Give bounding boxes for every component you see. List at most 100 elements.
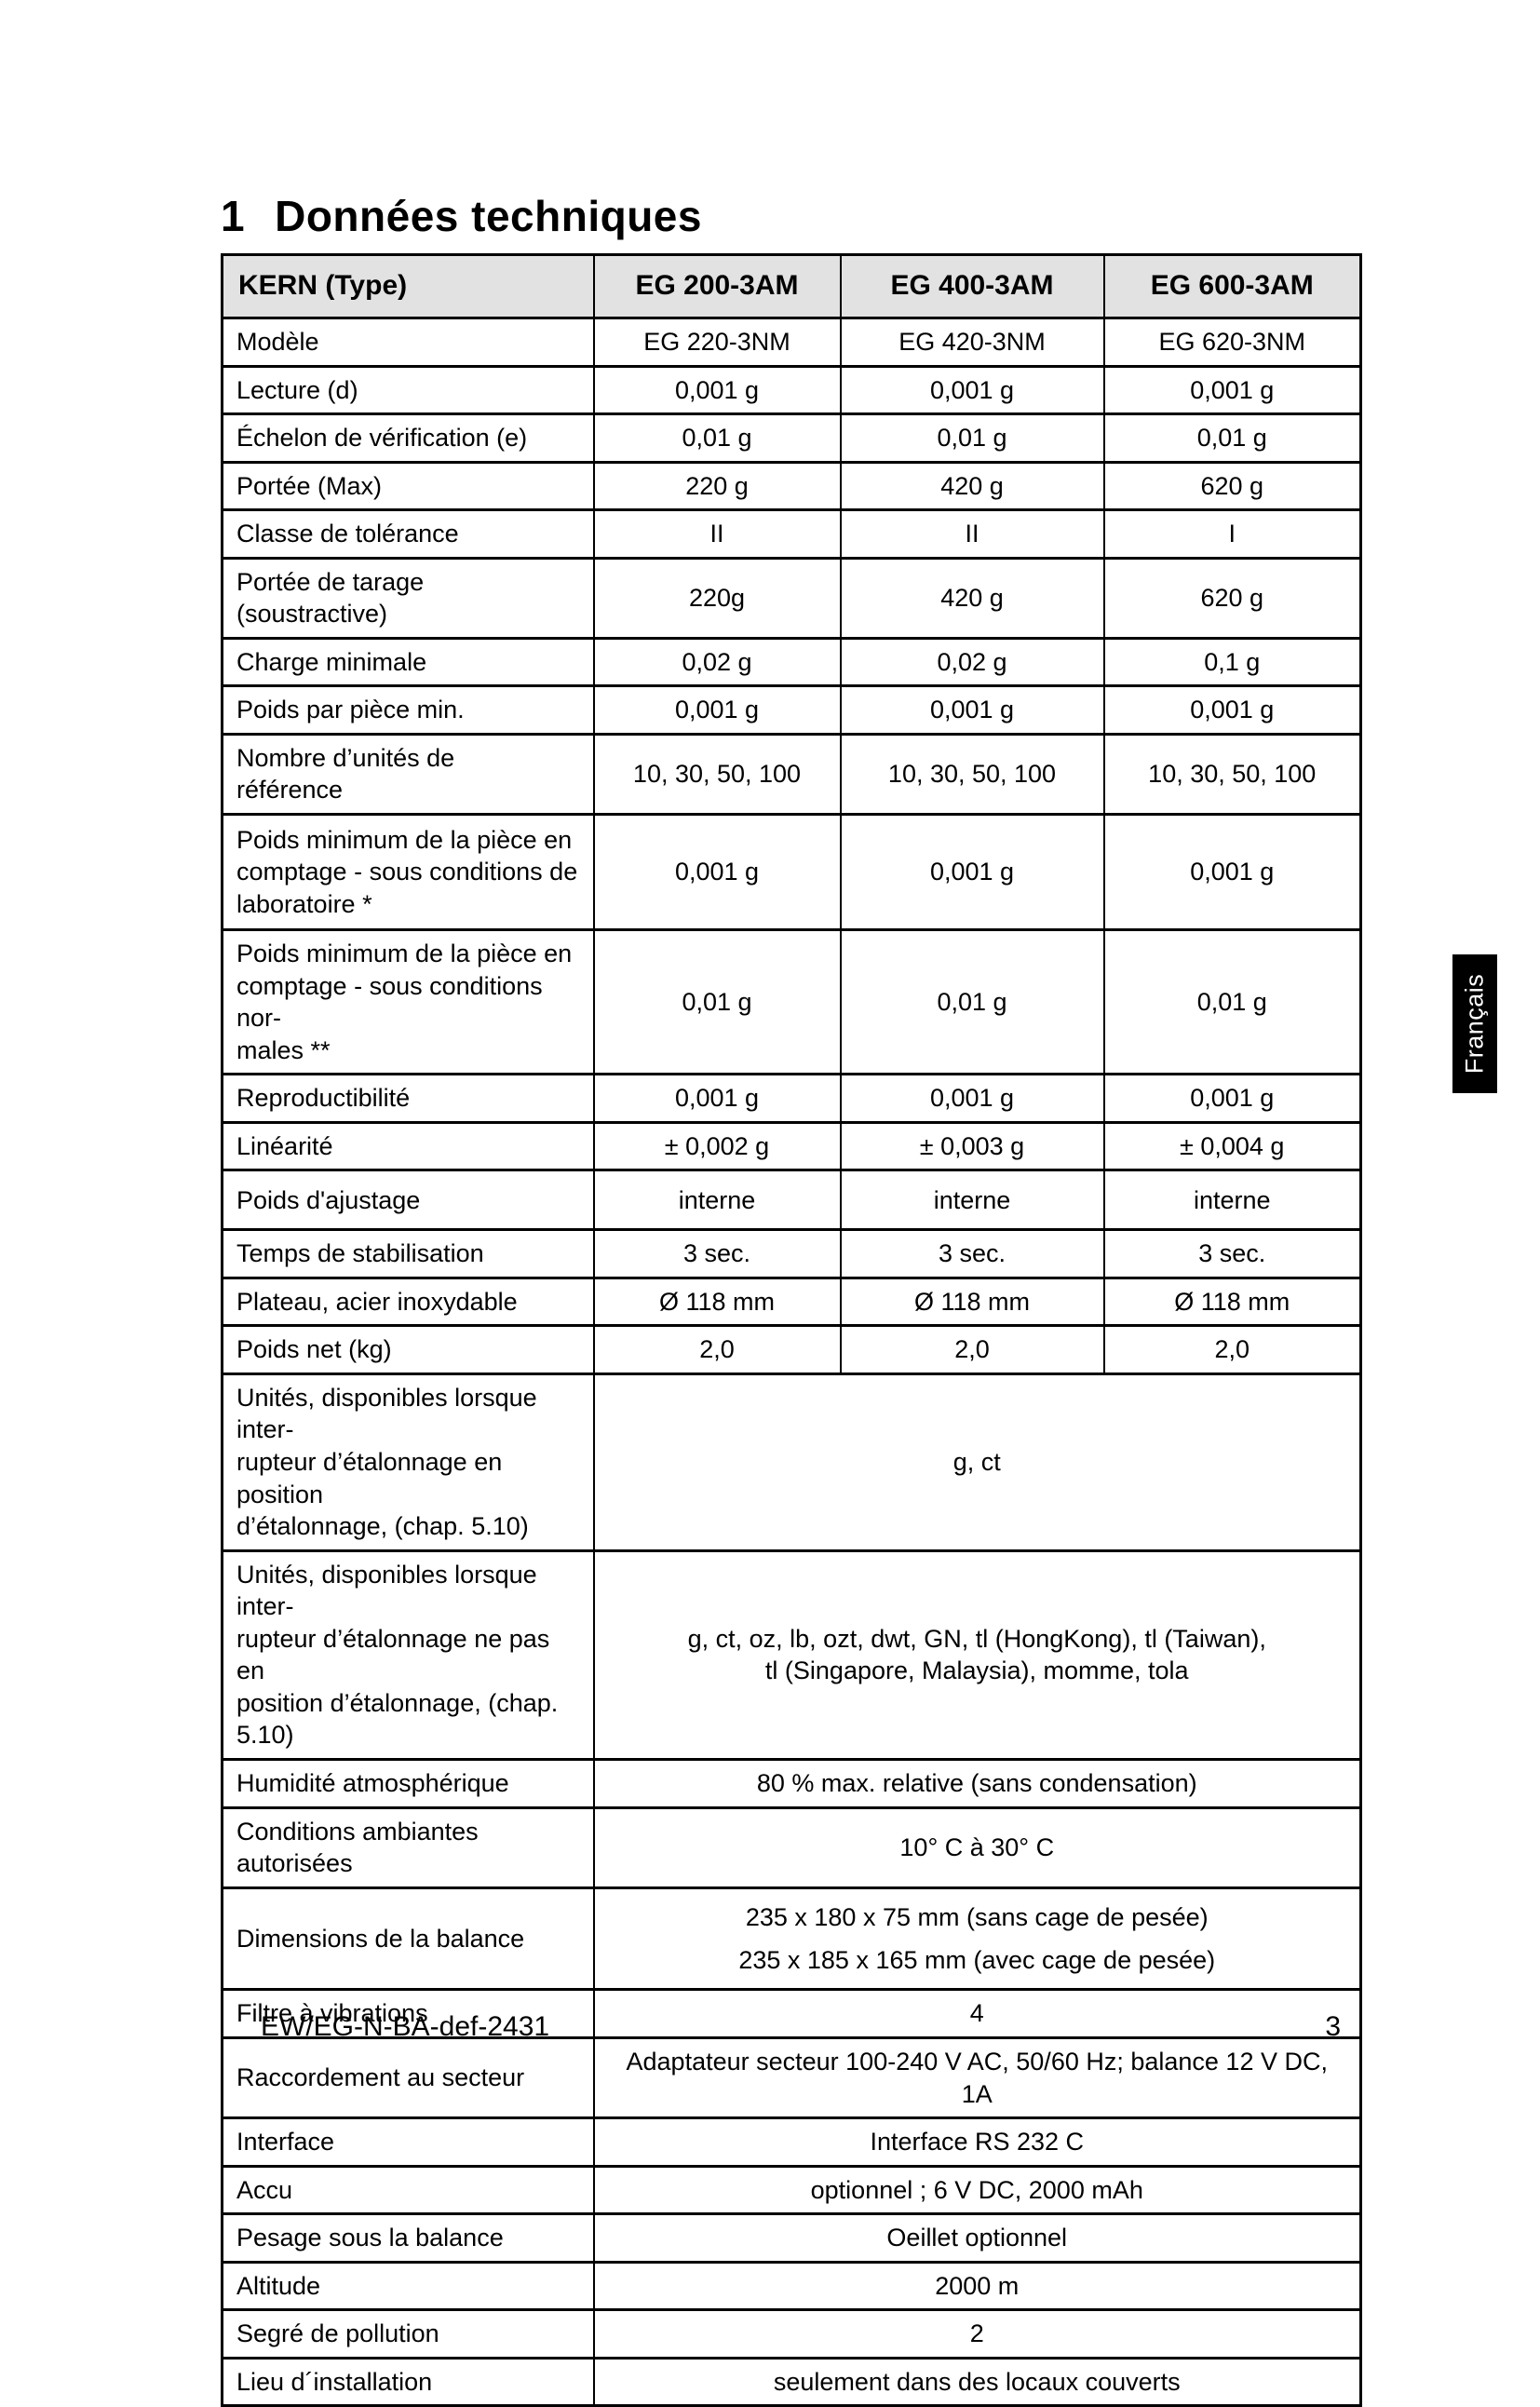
row-value: 0,001 g (1102, 364, 1362, 416)
row-value: Ø 118 mm (1102, 1276, 1362, 1328)
row-value: interne (592, 1169, 842, 1232)
row-value: 0,001 g (592, 364, 842, 416)
row-value: 0,02 g (592, 636, 842, 688)
row-value: 3 sec. (839, 1228, 1105, 1279)
table-row: Linéarité ± 0,002 g ± 0,003 g ± 0,004 g (221, 1120, 1362, 1172)
row-label: Accu (221, 2164, 595, 2216)
row-value: II (839, 508, 1105, 560)
row-label: Unités, disponibles lorsque inter- rupte… (221, 1372, 595, 1552)
row-value: 0,001 g (1102, 813, 1362, 932)
row-value: 0,01 g (592, 412, 842, 464)
row-value: ± 0,003 g (839, 1120, 1105, 1172)
row-value: EG 620-3NM (1102, 317, 1362, 368)
table-row: Temps de stabilisation 3 sec. 3 sec. 3 s… (221, 1228, 1362, 1279)
table-row: Classe de tolérance II II I (221, 508, 1362, 560)
row-value: 2,0 (592, 1324, 842, 1375)
section-number: 1 (221, 192, 246, 240)
row-value: 235 x 180 x 75 mm (sans cage de pesée) 2… (592, 1886, 1362, 1992)
row-value: 0,01 g (1102, 928, 1362, 1076)
header-cell-kern-type: KERN (Type) (221, 253, 595, 319)
row-value: 4 (592, 1988, 1362, 2040)
table-row: Charge minimale 0,02 g 0,02 g 0,1 g (221, 636, 1362, 688)
row-value: 220 g (592, 460, 842, 512)
table-row: Poids d'ajustage interne interne interne (221, 1169, 1362, 1232)
row-value: 10, 30, 50, 100 (839, 732, 1105, 817)
row-value: 2 (592, 2308, 1362, 2360)
row-value: 0,001 g (839, 813, 1105, 932)
table-row: Lieu d´installation seulement dans des l… (221, 2356, 1362, 2407)
row-value: 0,01 g (592, 928, 842, 1076)
header-cell-eg-200-3am: EG 200-3AM (592, 253, 842, 319)
row-label: Poids par pièce min. (221, 684, 595, 736)
row-label: Temps de stabilisation (221, 1228, 595, 1279)
row-value: Ø 118 mm (839, 1276, 1105, 1328)
table-row: Reproductibilité 0,001 g 0,001 g 0,001 g (221, 1073, 1362, 1124)
page-footer: EW/EG-N-BA-def-2431 3 (261, 2011, 1341, 2043)
table-row: Lecture (d) 0,001 g 0,001 g 0,001 g (221, 364, 1362, 416)
table-row: Poids minimum de la pièce en comptage - … (221, 813, 1362, 932)
table-row: Segré de pollution 2 (221, 2308, 1362, 2360)
row-value: 620 g (1102, 556, 1362, 640)
language-side-tab: Français (1452, 954, 1497, 1093)
table-row: Raccordement au secteur Adaptateur secte… (221, 2036, 1362, 2120)
row-value: interne (1102, 1169, 1362, 1232)
row-label: Portée (Max) (221, 460, 595, 512)
row-value: 3 sec. (1102, 1228, 1362, 1279)
row-label: Segré de pollution (221, 2308, 595, 2360)
row-value: 0,02 g (839, 636, 1105, 688)
table-row: Humidité atmosphérique 80 % max. relativ… (221, 1757, 1362, 1809)
section-title-text: Données techniques (275, 192, 702, 240)
table-row: Filtre à vibrations 4 (221, 1988, 1362, 2040)
row-value: I (1102, 508, 1362, 560)
row-label: Classe de tolérance (221, 508, 595, 560)
row-label: Lieu d´installation (221, 2356, 595, 2407)
row-value: interne (839, 1169, 1105, 1232)
row-value: EG 420-3NM (839, 317, 1105, 368)
row-label: Modèle (221, 317, 595, 368)
row-label: Poids net (kg) (221, 1324, 595, 1375)
row-value: 0,1 g (1102, 636, 1362, 688)
row-label: Linéarité (221, 1120, 595, 1172)
table-row: Interface Interface RS 232 C (221, 2116, 1362, 2168)
header-cell-eg-400-3am: EG 400-3AM (839, 253, 1105, 319)
table-row: Portée (Max) 220 g 420 g 620 g (221, 460, 1362, 512)
row-value: 10, 30, 50, 100 (592, 732, 842, 817)
row-value: Ø 118 mm (592, 1276, 842, 1328)
row-value: 220g (592, 556, 842, 640)
row-value: 10, 30, 50, 100 (1102, 732, 1362, 817)
row-label: Nombre d’unités de référence (221, 732, 595, 817)
row-value: 620 g (1102, 460, 1362, 512)
table-row: Nombre d’unités de référence 10, 30, 50,… (221, 732, 1362, 817)
row-value: 80 % max. relative (sans condensation) (592, 1757, 1362, 1809)
row-label: Dimensions de la balance (221, 1886, 595, 1992)
row-label: Poids d'ajustage (221, 1169, 595, 1232)
row-value: Adaptateur secteur 100-240 V AC, 50/60 H… (592, 2036, 1362, 2120)
row-label: Filtre à vibrations (221, 1988, 595, 2040)
footer-doc-code: EW/EG-N-BA-def-2431 (261, 2011, 550, 2042)
row-value: 0,001 g (839, 1073, 1105, 1124)
row-value: 0,001 g (1102, 1073, 1362, 1124)
row-label: Reproductibilité (221, 1073, 595, 1124)
table-row: Conditions ambiantes autorisées 10° C à … (221, 1805, 1362, 1889)
row-label: Poids minimum de la pièce en comptage - … (221, 813, 595, 932)
language-side-tab-label: Français (1460, 973, 1489, 1075)
table-row: Poids minimum de la pièce en comptage - … (221, 928, 1362, 1076)
table-row: Unités, disponibles lorsque inter- rupte… (221, 1372, 1362, 1552)
row-value: ± 0,004 g (1102, 1120, 1362, 1172)
row-value: 0,001 g (592, 813, 842, 932)
table-row: Plateau, acier inoxydable Ø 118 mm Ø 118… (221, 1276, 1362, 1328)
row-value: 3 sec. (592, 1228, 842, 1279)
table-row: Pesage sous la balance Oeillet optionnel (221, 2212, 1362, 2264)
footer-page-number: 3 (1325, 2011, 1341, 2042)
table-row: Dimensions de la balance 235 x 180 x 75 … (221, 1886, 1362, 1992)
table-row: Altitude 2000 m (221, 2260, 1362, 2312)
row-value: 0,001 g (592, 1073, 842, 1124)
page-title: 1 Données techniques (221, 191, 702, 241)
row-label: Poids minimum de la pièce en comptage - … (221, 928, 595, 1076)
table-header-row: KERN (Type) EG 200-3AM EG 400-3AM EG 600… (221, 253, 1362, 319)
table-row: Unités, disponibles lorsque inter- rupte… (221, 1548, 1362, 1761)
row-label: Pesage sous la balance (221, 2212, 595, 2264)
row-value: g, ct (592, 1372, 1362, 1552)
row-value: 0,001 g (592, 684, 842, 736)
table-row: Accu optionnel ; 6 V DC, 2000 mAh (221, 2164, 1362, 2216)
